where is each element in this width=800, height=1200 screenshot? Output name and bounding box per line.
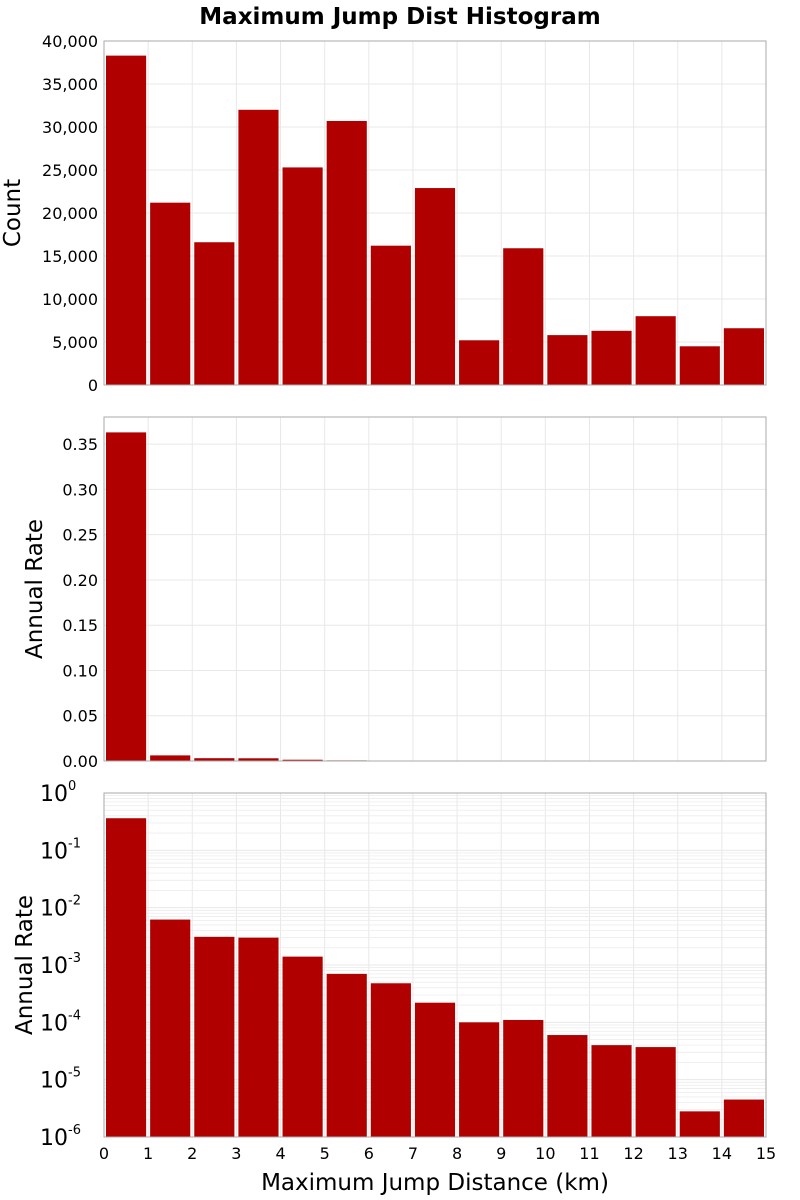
y-tick-label: 0.25	[62, 526, 98, 545]
bar-1-9	[503, 248, 544, 385]
bar-2-1	[150, 755, 191, 761]
y-tick-label: 30,000	[42, 118, 98, 137]
bar-3-6	[370, 983, 411, 1137]
x-tick-label: 4	[275, 1144, 285, 1163]
y-tick-label: 10	[40, 782, 68, 807]
y-tick-label: 10	[40, 1069, 68, 1094]
bar-1-7	[414, 188, 456, 385]
y-tick-label: 0.15	[62, 616, 98, 635]
plot-frame	[103, 416, 767, 762]
y-tick-label: 10,000	[42, 290, 98, 309]
bar-1-5	[326, 120, 367, 385]
y-tick-exponent: -6	[68, 1123, 81, 1138]
bar-1-12	[635, 316, 676, 385]
bar-3-11	[591, 1045, 632, 1137]
y-tick-label: 0.35	[62, 435, 98, 454]
y-tick-exponent: -2	[68, 894, 81, 909]
bar-3-7	[414, 1002, 456, 1137]
bar-2-4	[282, 759, 323, 761]
y-tick-label: 5,000	[52, 333, 98, 352]
y-tick-label: 0.20	[62, 571, 98, 590]
y-tick-label: 0.05	[62, 707, 98, 726]
x-tick-label: 8	[452, 1144, 462, 1163]
y-tick-label: 20,000	[42, 204, 98, 223]
x-tick-label: 14	[712, 1144, 732, 1163]
x-tick-label: 0	[99, 1144, 109, 1163]
bar-1-10	[547, 335, 588, 385]
bar-3-10	[547, 1035, 588, 1137]
y-tick-label: 10	[40, 839, 68, 864]
panel-1: 0 5,000 10,000 15,000 20,000 25,000 30,000 35,0…	[0, 32, 767, 395]
y-tick-label: 15,000	[42, 247, 98, 266]
x-tick-label: 13	[668, 1144, 688, 1163]
bar-3-14	[723, 1099, 764, 1137]
y-axis-label: Count	[0, 179, 26, 247]
bar-3-1	[150, 919, 191, 1137]
bar-1-4	[282, 167, 323, 385]
bar-2-0	[106, 432, 147, 761]
bar-1-14	[723, 328, 764, 385]
bar-1-2	[194, 242, 235, 385]
bar-1-11	[591, 330, 632, 385]
x-tick-label: 3	[231, 1144, 241, 1163]
x-tick-label: 5	[320, 1144, 330, 1163]
x-tick-label: 9	[496, 1144, 506, 1163]
x-tick-label: 6	[364, 1144, 374, 1163]
y-axis-label: Annual Rate	[12, 895, 38, 1035]
x-axis-label: Maximum Jump Distance (km)	[261, 1170, 609, 1196]
chart-panels: 0 5,000 10,000 15,000 20,000 25,000 30,000 35,0…	[0, 32, 776, 1163]
y-tick-exponent: -4	[68, 1008, 81, 1023]
bar-2-2	[194, 758, 235, 761]
y-tick-label: 10	[40, 1126, 68, 1151]
y-tick-exponent: -3	[68, 951, 81, 966]
panel-2: 0.00 0.05 0.10 0.15 0.20 0.25 0.30 0.35 Annual R…	[22, 416, 767, 771]
y-tick-label: 35,000	[42, 75, 98, 94]
x-tick-label: 1	[143, 1144, 153, 1163]
y-tick-label: 10	[40, 954, 68, 979]
x-tick-label: 15	[756, 1144, 776, 1163]
bar-1-0	[106, 55, 147, 386]
y-tick-label: 10	[40, 897, 68, 922]
bar-3-0	[106, 818, 147, 1137]
bar-1-13	[679, 346, 720, 385]
bar-1-3	[238, 109, 279, 386]
y-tick-exponent: 0	[68, 779, 76, 794]
bar-3-2	[194, 936, 235, 1137]
y-tick-label: 10	[40, 1011, 68, 1036]
plot-frame	[103, 40, 767, 386]
bar-1-1	[150, 202, 191, 385]
plot-frame	[103, 792, 767, 1138]
x-tick-label: 7	[408, 1144, 418, 1163]
y-axis-label: Annual Rate	[22, 519, 48, 659]
bar-3-4	[282, 956, 323, 1137]
y-tick-label: 25,000	[42, 161, 98, 180]
bar-3-5	[326, 973, 367, 1137]
chart-title: Maximum Jump Dist Histogram	[199, 4, 600, 30]
bar-3-12	[635, 1047, 676, 1137]
bar-2-3	[238, 758, 279, 761]
x-tick-label: 10	[535, 1144, 555, 1163]
x-tick-label: 11	[579, 1144, 599, 1163]
y-tick-label: 0.00	[62, 752, 98, 771]
bar-1-6	[370, 245, 411, 385]
y-tick-label: 0.30	[62, 480, 98, 499]
x-tick-label: 12	[623, 1144, 643, 1163]
bar-1-8	[459, 340, 500, 385]
y-tick-label: 40,000	[42, 32, 98, 51]
bar-3-3	[238, 937, 279, 1137]
bar-3-13	[679, 1111, 720, 1137]
y-tick-label: 0.10	[62, 661, 98, 680]
y-tick-exponent: -5	[68, 1066, 81, 1081]
bar-3-8	[459, 1022, 500, 1137]
y-tick-label: 0	[88, 376, 98, 395]
bar-3-9	[503, 1019, 544, 1137]
y-tick-exponent: -1	[68, 836, 81, 851]
x-tick-label: 2	[187, 1144, 197, 1163]
